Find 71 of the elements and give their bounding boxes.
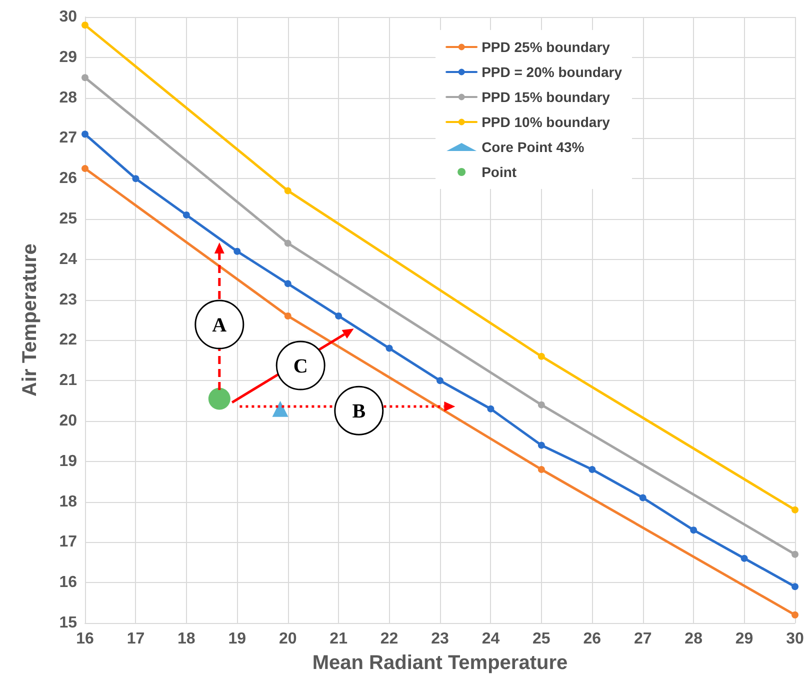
- y-tick-label: 25: [59, 210, 78, 228]
- x-tick-label: 20: [278, 630, 297, 648]
- y-axis-title: Air Temperature: [19, 243, 41, 397]
- point: [284, 312, 292, 320]
- point: [284, 280, 292, 288]
- point: [792, 550, 798, 558]
- annotation: B: [352, 400, 366, 423]
- legend-label: PPD 15% boundary: [482, 89, 610, 105]
- point: [386, 344, 393, 352]
- point: [690, 526, 698, 534]
- y-tick-label: 30: [59, 8, 78, 26]
- point: [639, 494, 646, 502]
- point: [208, 388, 230, 410]
- x-tick-label: 17: [126, 630, 145, 648]
- point: [792, 611, 798, 618]
- x-tick-label: 18: [178, 630, 196, 648]
- legend-label: Core Point 43%: [482, 139, 585, 155]
- x-tick-label: 26: [583, 630, 602, 648]
- x-tick-label: 23: [431, 630, 449, 648]
- legend-label: PPD 10% boundary: [482, 114, 610, 130]
- point: [132, 175, 140, 182]
- y-tick-label: 28: [59, 89, 78, 106]
- x-axis-title: Mean Radiant Temperature: [312, 652, 568, 674]
- point: [284, 187, 292, 194]
- point: [436, 377, 444, 384]
- point: [538, 442, 545, 449]
- x-tick-label: 19: [228, 630, 246, 648]
- x-tick-label: 29: [735, 630, 754, 648]
- x-tick-label: 16: [76, 630, 94, 648]
- point: [740, 554, 748, 562]
- point: [588, 466, 596, 473]
- legend-label: PPD 25% boundary: [482, 39, 610, 55]
- y-tick-label: 26: [59, 170, 78, 188]
- point: [82, 130, 88, 138]
- annotation: A: [212, 314, 228, 336]
- annotation: C: [293, 356, 308, 378]
- x-tick-label: 21: [330, 630, 348, 648]
- x-tick-label: 28: [684, 630, 703, 648]
- point: [284, 240, 292, 247]
- y-tick-label: 15: [59, 614, 78, 632]
- y-tick-label: 16: [59, 574, 78, 592]
- point: [538, 401, 545, 408]
- y-tick-label: 21: [59, 372, 78, 390]
- x-tick-label: 22: [380, 630, 398, 648]
- point: [182, 211, 190, 218]
- x-tick-label: 30: [786, 630, 804, 648]
- y-tick-label: 23: [59, 291, 78, 308]
- point: [272, 400, 288, 417]
- point: [792, 506, 798, 514]
- y-tick-label: 24: [59, 250, 78, 268]
- x-tick-label: 24: [482, 630, 500, 648]
- y-tick-label: 18: [59, 493, 78, 510]
- y-tick-label: 19: [59, 452, 78, 470]
- y-tick-label: 17: [59, 534, 78, 551]
- point: [82, 165, 88, 172]
- legend-label: Point: [482, 164, 517, 180]
- point: [82, 74, 88, 82]
- x-tick-label: 27: [634, 630, 652, 648]
- y-tick-label: 20: [59, 412, 78, 430]
- legend-label: PPD = 20% boundary: [482, 64, 622, 80]
- point: [792, 583, 798, 590]
- point: [538, 466, 545, 473]
- y-tick-label: 29: [59, 48, 78, 66]
- point: [82, 22, 88, 29]
- y-tick-label: 22: [59, 332, 78, 349]
- point: [335, 312, 342, 320]
- y-tick-label: 27: [59, 130, 78, 147]
- point: [487, 405, 494, 412]
- point: [538, 352, 545, 360]
- x-tick-label: 25: [532, 630, 550, 648]
- point: [234, 248, 241, 255]
